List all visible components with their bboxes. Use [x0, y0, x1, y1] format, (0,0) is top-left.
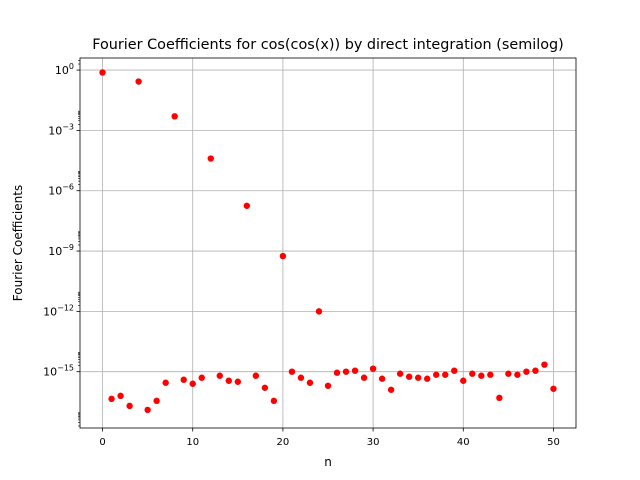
data-point [478, 372, 485, 379]
data-point [396, 370, 404, 377]
data-point [469, 370, 476, 377]
data-point [288, 368, 296, 375]
data-point [550, 385, 557, 392]
data-point [270, 397, 278, 405]
data-point [99, 69, 106, 76]
data-point [297, 374, 305, 381]
x-axis-label: n [324, 455, 332, 469]
data-point [451, 367, 458, 374]
y-tick-label: 10−9 [48, 243, 74, 258]
data-point [306, 379, 314, 386]
data-point [405, 373, 413, 380]
data-point [541, 361, 548, 368]
data-point [442, 371, 449, 378]
data-point [135, 78, 142, 85]
data-point [433, 371, 440, 378]
data-point [225, 377, 232, 384]
data-point [180, 376, 187, 383]
data-point [460, 377, 467, 384]
x-axis-ticks: 0 10 20 30 40 50 [99, 428, 560, 448]
y-tick-label: 10−6 [48, 183, 74, 198]
data-point [424, 375, 431, 382]
grid-lines [80, 58, 576, 428]
data-point [369, 365, 377, 372]
data-point [523, 368, 530, 375]
data-point [378, 375, 386, 382]
x-tick-label: 50 [547, 437, 560, 448]
y-tick-label: 10−15 [43, 364, 74, 379]
x-tick-label: 30 [367, 437, 380, 448]
x-tick-label: 40 [457, 437, 470, 448]
data-point [261, 384, 269, 391]
data-point [333, 369, 341, 376]
data-point [324, 382, 332, 389]
data-point [342, 368, 350, 375]
data-point [216, 372, 223, 379]
data-point [243, 202, 251, 209]
data-point [315, 308, 323, 315]
data-point [252, 372, 260, 379]
y-tick-label: 10−12 [43, 303, 74, 318]
x-tick-label: 0 [99, 437, 105, 448]
data-point [234, 378, 242, 385]
data-point [487, 371, 494, 378]
data-point [117, 392, 124, 400]
x-tick-label: 10 [186, 437, 199, 448]
data-point [279, 252, 287, 260]
data-points [99, 69, 557, 414]
data-point [162, 379, 169, 386]
x-tick-label: 20 [277, 437, 290, 448]
data-point [387, 386, 395, 393]
data-point [360, 374, 368, 381]
data-point [126, 402, 133, 410]
data-point [207, 155, 214, 162]
y-tick-label: 100 [55, 62, 74, 77]
data-point [514, 371, 521, 378]
data-point [171, 113, 178, 120]
data-point [144, 406, 151, 414]
y-axis-label: Fourier Coefficients [11, 185, 25, 301]
data-point [351, 367, 359, 374]
data-point [505, 370, 512, 377]
data-point [108, 395, 115, 403]
data-point [189, 380, 196, 387]
y-axis-ticks: 100 10−3 10−6 10−9 10−12 10−15 [43, 60, 80, 427]
plot-frame [79, 57, 577, 429]
y-tick-label: 10−3 [48, 122, 74, 137]
data-point [414, 374, 422, 381]
data-point [198, 374, 205, 381]
data-point [532, 367, 539, 374]
chart-title: Fourier Coefficients for cos(cos(x)) by … [92, 37, 564, 53]
data-point [153, 397, 160, 405]
data-point [496, 394, 503, 402]
